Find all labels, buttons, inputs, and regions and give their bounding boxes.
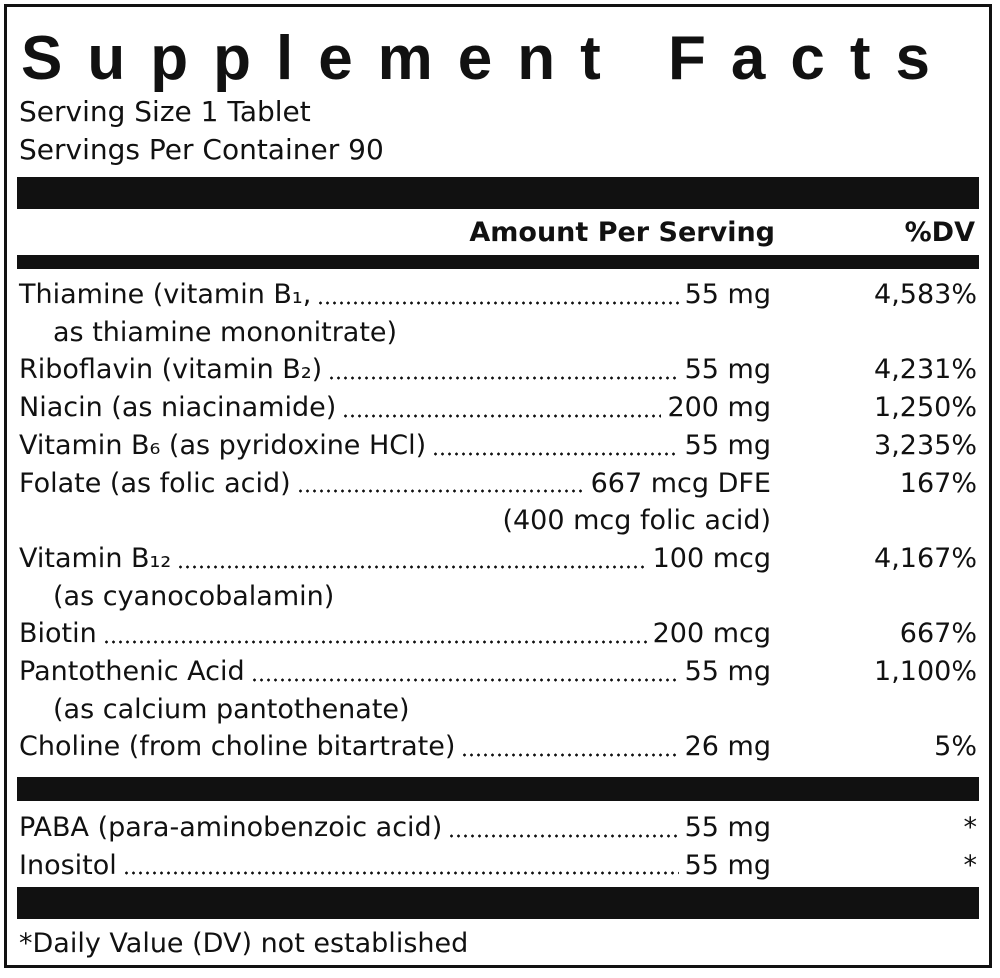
dot-leader xyxy=(342,389,662,418)
dot-leader xyxy=(296,464,585,494)
dot-leader xyxy=(328,351,679,381)
dot-leader xyxy=(317,276,679,305)
nutrient-amount: 26 mg xyxy=(684,731,771,763)
nutrient-dv: * xyxy=(963,812,978,843)
nutrient-amount: 55 mg xyxy=(684,429,771,461)
nutrient-main: Folate (as folic acid) 667 mcg DFE xyxy=(19,464,771,503)
nutrient-row: PABA (para-aminobenzoic acid) 55 mg * xyxy=(19,809,977,847)
nutrient-dv: 5% xyxy=(934,731,977,763)
nutrient-dv: 4,583% xyxy=(874,279,977,310)
nutrient-dv: 1,100% xyxy=(874,656,977,687)
dot-leader xyxy=(102,615,647,644)
nutrient-main: Pantothenic Acid 55 mg xyxy=(19,653,771,691)
nutrient-amount: 200 mg xyxy=(667,392,771,424)
nutrient-amount: 200 mcg xyxy=(652,618,771,650)
nutrient-row: Choline (from choline bitartrate) 26 mg 5% xyxy=(19,728,977,766)
nutrient-name: Pantothenic Acid xyxy=(19,656,245,687)
nutrient-dv: 1,250% xyxy=(874,392,977,424)
nutrient-row: Riboflavin (vitamin B₂) 55 mg 4,231% xyxy=(19,351,977,389)
title: Supplement Facts xyxy=(21,24,955,93)
nutrient-name: Biotin xyxy=(19,618,97,650)
nutrient-name: Folate (as folic acid) xyxy=(19,467,291,499)
nutrient-name: Riboflavin (vitamin B₂) xyxy=(19,354,323,386)
nutrient-amount: 55 mg xyxy=(684,279,771,310)
nutrient-dv: 167% xyxy=(899,467,977,499)
amount-header: Amount Per Serving xyxy=(469,217,775,248)
nutrient-main: Thiamine (vitamin B₁, 55 mg xyxy=(19,276,771,314)
nutrient-name: PABA (para-aminobenzoic acid) xyxy=(19,812,443,843)
dot-leader xyxy=(432,426,679,456)
nutrient-name: Choline (from choline bitartrate) xyxy=(19,731,456,763)
nutrient-main: Biotin 200 mcg xyxy=(19,615,771,653)
nutrient-name: Inositol xyxy=(19,849,117,881)
dot-leader xyxy=(250,653,679,682)
nutrient-row: Niacin (as niacinamide) 200 mg 1,250% xyxy=(19,389,977,427)
nutrient-name: Niacin (as niacinamide) xyxy=(19,392,337,424)
footnote: *Daily Value (DV) not established xyxy=(19,928,469,959)
nutrient-amount: 55 mg xyxy=(684,812,771,843)
servings-per-container: Servings Per Container 90 xyxy=(19,133,384,166)
dot-leader xyxy=(461,728,679,758)
nutrient-name: Vitamin B₁₂ xyxy=(19,542,172,574)
nutrient-dv: 4,231% xyxy=(874,354,977,386)
nutrient-name: Vitamin B₆ (as pyridoxine HCl) xyxy=(19,429,427,461)
nutrient-amount: 55 mg xyxy=(684,849,771,881)
nutrient-main: Vitamin B₁₂ 100 mcg xyxy=(19,539,771,578)
dot-leader xyxy=(177,539,647,569)
amount-detail: (400 mcg folic acid) xyxy=(502,505,771,537)
nutrient-dv: 667% xyxy=(899,618,977,650)
nutrient-detail: (as calcium pantothenate) xyxy=(53,693,410,725)
serving-size: Serving Size 1 Tablet xyxy=(19,95,311,128)
divider-bar xyxy=(17,777,979,801)
nutrient-main: Niacin (as niacinamide) 200 mg xyxy=(19,389,771,427)
divider-bar xyxy=(17,255,979,269)
nutrient-main: Vitamin B₆ (as pyridoxine HCl) 55 mg xyxy=(19,426,771,465)
nutrient-detail: as thiamine mononitrate) xyxy=(53,316,398,348)
nutrient-row-continued: (400 mcg folic acid) xyxy=(19,502,977,540)
nutrient-amount: 667 mcg DFE xyxy=(590,467,771,499)
nutrient-row: Folate (as folic acid) 667 mcg DFE 167% xyxy=(19,464,977,503)
nutrient-dv: * xyxy=(963,849,978,881)
nutrient-row: Vitamin B₁₂ 100 mcg 4,167% xyxy=(19,539,977,578)
nutrient-name: Thiamine (vitamin B₁, xyxy=(19,279,312,310)
dot-leader xyxy=(122,846,679,876)
divider-bar xyxy=(17,177,979,209)
nutrient-row: Pantothenic Acid 55 mg 1,100% xyxy=(19,653,977,691)
nutrient-row-continued: (as cyanocobalamin) xyxy=(19,578,977,616)
nutrient-detail: (as cyanocobalamin) xyxy=(53,580,335,612)
dot-leader xyxy=(448,809,679,838)
nutrient-row: Biotin 200 mcg 667% xyxy=(19,615,977,653)
supplement-facts-label: Supplement Facts Serving Size 1 Tablet S… xyxy=(4,4,992,968)
nutrient-row-continued: as thiamine mononitrate) xyxy=(19,314,977,352)
nutrient-amount: 55 mg xyxy=(684,354,771,386)
nutrient-amount: 55 mg xyxy=(684,656,771,687)
divider-bar xyxy=(17,887,979,919)
nutrient-row: Vitamin B₆ (as pyridoxine HCl) 55 mg 3,235… xyxy=(19,426,977,465)
dv-header: %DV xyxy=(904,217,975,248)
nutrient-dv: 3,235% xyxy=(874,429,977,461)
nutrient-main: Inositol 55 mg xyxy=(19,846,771,885)
nutrient-row: Thiamine (vitamin B₁, 55 mg 4,583% xyxy=(19,276,977,314)
nutrient-row: Inositol 55 mg * xyxy=(19,846,978,885)
nutrient-dv: 4,167% xyxy=(874,542,977,574)
nutrient-main: Riboflavin (vitamin B₂) 55 mg xyxy=(19,351,771,389)
nutrient-main: Choline (from choline bitartrate) 26 mg xyxy=(19,728,771,766)
nutrient-row-continued: (as calcium pantothenate) xyxy=(19,691,977,729)
nutrient-amount: 100 mcg xyxy=(652,542,771,574)
nutrient-main: PABA (para-aminobenzoic acid) 55 mg xyxy=(19,809,771,847)
